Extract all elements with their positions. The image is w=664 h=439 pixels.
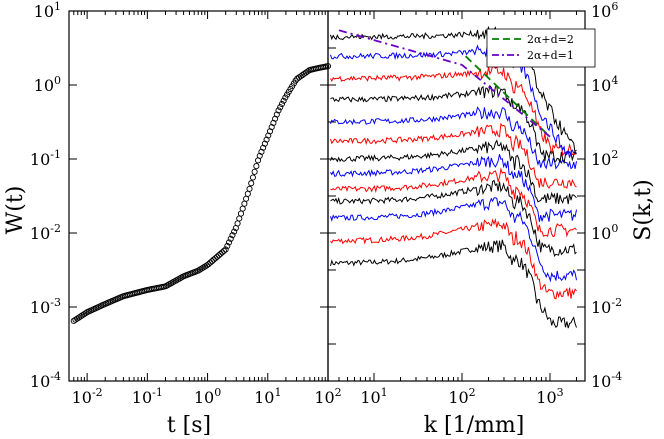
structure-factor-series-4	[330, 179, 577, 257]
legend-label-2: 2α+d=1	[527, 49, 574, 62]
left-y-tick-label: 100	[34, 74, 61, 95]
right-x-tick-label: 102	[448, 386, 475, 407]
left-ylabel: W(t)	[3, 186, 28, 235]
structure-factor-series-5	[330, 167, 577, 238]
w-data-point	[280, 97, 287, 104]
structure-factor-series-7	[330, 139, 577, 205]
left-x-tick-label: 10-2	[72, 386, 103, 407]
left-y-tick-label: 101	[34, 0, 61, 21]
w-data-point	[239, 205, 246, 212]
right-y-tick-label: 102	[591, 148, 618, 169]
w-data-point	[251, 168, 258, 175]
reference-line-2alpha-d-2	[464, 55, 551, 138]
w-data-point	[237, 210, 245, 217]
w-data-point	[278, 100, 285, 108]
w-data-point	[249, 174, 256, 181]
w-data-point	[243, 195, 250, 202]
w-data-point	[222, 246, 229, 253]
left-x-tick-label: 102	[314, 386, 341, 407]
right-y-tick-label: 100	[591, 222, 618, 243]
reference-line-2alpha-d-1	[338, 29, 551, 138]
w-data-point	[244, 190, 251, 197]
structure-factor-series-2	[330, 217, 577, 300]
left-x-tick-label: 10-1	[132, 386, 163, 407]
right-x-tick-label: 103	[536, 386, 563, 407]
w-data-point	[227, 235, 234, 242]
w-data-point	[248, 180, 255, 187]
w-data-point	[225, 239, 233, 246]
right-y-tick-label: 10-4	[591, 370, 622, 391]
legend-label-1: 2α+d=2	[527, 33, 574, 46]
w-data-point	[260, 144, 267, 151]
right-panel: 101 102 103 10-4 10-2 100 102 104 106	[327, 0, 622, 407]
structure-factor-series-3	[330, 197, 577, 283]
w-data-point	[241, 200, 248, 207]
w-data-point	[277, 104, 284, 111]
left-xlabel: t [s]	[167, 413, 211, 438]
right-y-tick-label: 104	[591, 74, 618, 95]
right-xlabel: k [1/mm]	[424, 413, 525, 438]
left-y-tick-label: 10-1	[30, 148, 61, 169]
w-data-point	[224, 242, 231, 250]
structure-factor-series-8	[330, 122, 577, 190]
left-x-tick-label: 101	[254, 386, 281, 407]
w-data-point	[220, 247, 227, 254]
right-x-tick-label: 101	[360, 386, 387, 407]
w-data-point	[246, 185, 253, 192]
w-data-point	[275, 107, 282, 114]
w-data-point	[229, 232, 236, 239]
w-data-point	[258, 148, 265, 155]
structure-factor-series-6	[330, 154, 577, 222]
legend-box	[486, 28, 596, 68]
w-data-point	[256, 152, 263, 159]
structure-factor-series-1	[330, 239, 577, 329]
w-data-point	[231, 228, 238, 235]
w-data-point	[304, 68, 311, 75]
w-data-point	[234, 220, 241, 227]
right-y-tick-label: 106	[591, 0, 618, 21]
structure-factor-series-9	[330, 106, 577, 170]
structure-factor-series-10	[330, 84, 577, 165]
structure-factor-series-11	[330, 65, 577, 157]
w-data-point	[282, 94, 289, 101]
structure-factor-series-13	[330, 26, 577, 154]
right-y-tick-label: 10-2	[591, 296, 622, 317]
w-data-point	[236, 215, 243, 222]
left-y-tick-label: 10-2	[30, 222, 61, 243]
left-y-tick-label: 10-4	[30, 370, 61, 391]
w-data-point	[261, 140, 268, 147]
legend: 2α+d=2 2α+d=1	[486, 28, 596, 68]
right-ylabel: S(k,t)	[631, 179, 656, 240]
left-x-tick-label: 100	[194, 386, 221, 407]
left-y-tick-label: 10-3	[30, 296, 61, 317]
left-frame	[68, 10, 329, 382]
left-panel: 10-2 10-1 100 101 102 10-4 10-3 10-2 10-1 100 101	[30, 0, 342, 407]
w-data-point	[253, 163, 260, 170]
structure-factor-series-12	[330, 44, 577, 158]
